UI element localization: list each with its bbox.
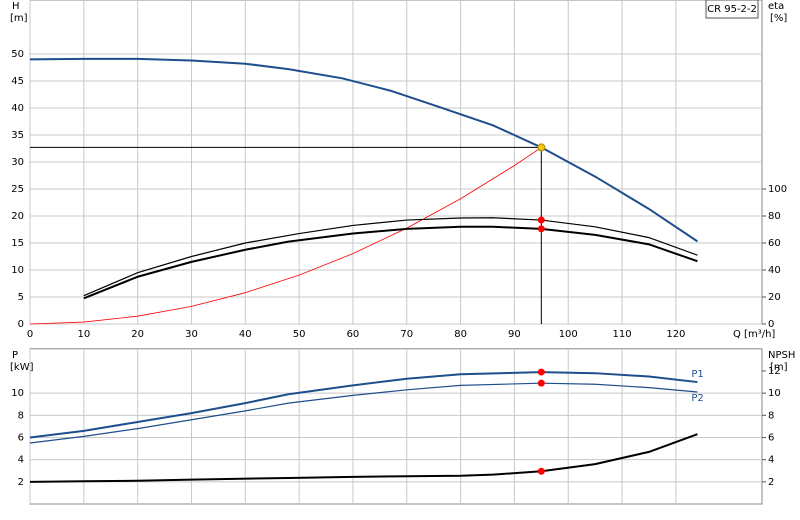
marker (537, 467, 545, 475)
y2-axis-label: NPSH (768, 350, 795, 361)
y2-tick-label: 12 (768, 366, 781, 377)
marker (537, 143, 546, 152)
y2-tick-label: 40 (768, 265, 781, 276)
y2-axis-unit: [m] (770, 362, 788, 373)
y2-tick-label: 0 (768, 319, 774, 330)
x-tick-label: 100 (559, 329, 578, 340)
y2-tick-label: 8 (768, 410, 774, 421)
y-tick-label: 4 (18, 455, 24, 466)
y-axis-unit: [kW] (10, 362, 34, 373)
y-tick-label: 35 (11, 130, 24, 141)
y2-tick-label: 4 (768, 455, 774, 466)
chart-title: CR 95-2-2 (707, 4, 757, 15)
series-line (29, 433, 698, 483)
marker (537, 368, 545, 376)
y-axis-unit: [m] (10, 13, 28, 24)
y2-tick-label: 60 (768, 238, 781, 249)
x-tick-label: 20 (131, 329, 144, 340)
x-tick-label: 0 (27, 329, 33, 340)
x-tick-label: 90 (508, 329, 521, 340)
series-label: P1 (691, 369, 703, 380)
y2-tick-label: 80 (768, 211, 781, 222)
x-tick-label: 110 (613, 329, 632, 340)
y-tick-label: 50 (11, 49, 24, 60)
marker (537, 216, 545, 224)
y-tick-label: 0 (18, 319, 24, 330)
y-tick-label: 10 (11, 388, 24, 399)
x-tick-label: 80 (454, 329, 467, 340)
y2-tick-label: 100 (768, 184, 787, 195)
series-line (29, 57, 698, 243)
x-tick-label: 70 (400, 329, 413, 340)
series-line (83, 217, 698, 297)
x-axis-label: Q [m³/h] (733, 329, 775, 340)
marker (537, 225, 545, 233)
y-tick-label: 40 (11, 103, 24, 114)
x-tick-label: 120 (666, 329, 685, 340)
y-tick-label: 2 (18, 477, 24, 488)
y-axis-label: H (12, 1, 20, 12)
y-tick-label: 10 (11, 265, 24, 276)
series-line (29, 382, 698, 444)
title-box (705, 0, 759, 19)
series-label: P2 (691, 393, 703, 404)
x-tick-label: 40 (239, 329, 252, 340)
y-tick-label: 20 (11, 211, 24, 222)
y2-axis-label: eta (768, 1, 784, 12)
y-tick-label: 25 (11, 184, 24, 195)
marker (537, 379, 545, 387)
x-tick-label: 10 (77, 329, 90, 340)
y-tick-label: 30 (11, 157, 24, 168)
series-line (83, 225, 698, 300)
x-tick-label: 30 (185, 329, 198, 340)
series-line (29, 147, 542, 325)
y2-tick-label: 6 (768, 432, 774, 443)
x-tick-label: 60 (347, 329, 360, 340)
y2-tick-label: 2 (768, 477, 774, 488)
y-tick-label: 6 (18, 432, 24, 443)
y-tick-label: 5 (18, 292, 24, 303)
y2-tick-label: 10 (768, 388, 781, 399)
y-axis-label: P (12, 350, 18, 361)
y-tick-label: 8 (18, 410, 24, 421)
series-line (29, 371, 698, 439)
x-tick-label: 50 (293, 329, 306, 340)
y2-axis-unit: [%] (770, 13, 787, 24)
y-tick-label: 45 (11, 76, 24, 87)
y2-tick-label: 20 (768, 292, 781, 303)
y-tick-label: 15 (11, 238, 24, 249)
